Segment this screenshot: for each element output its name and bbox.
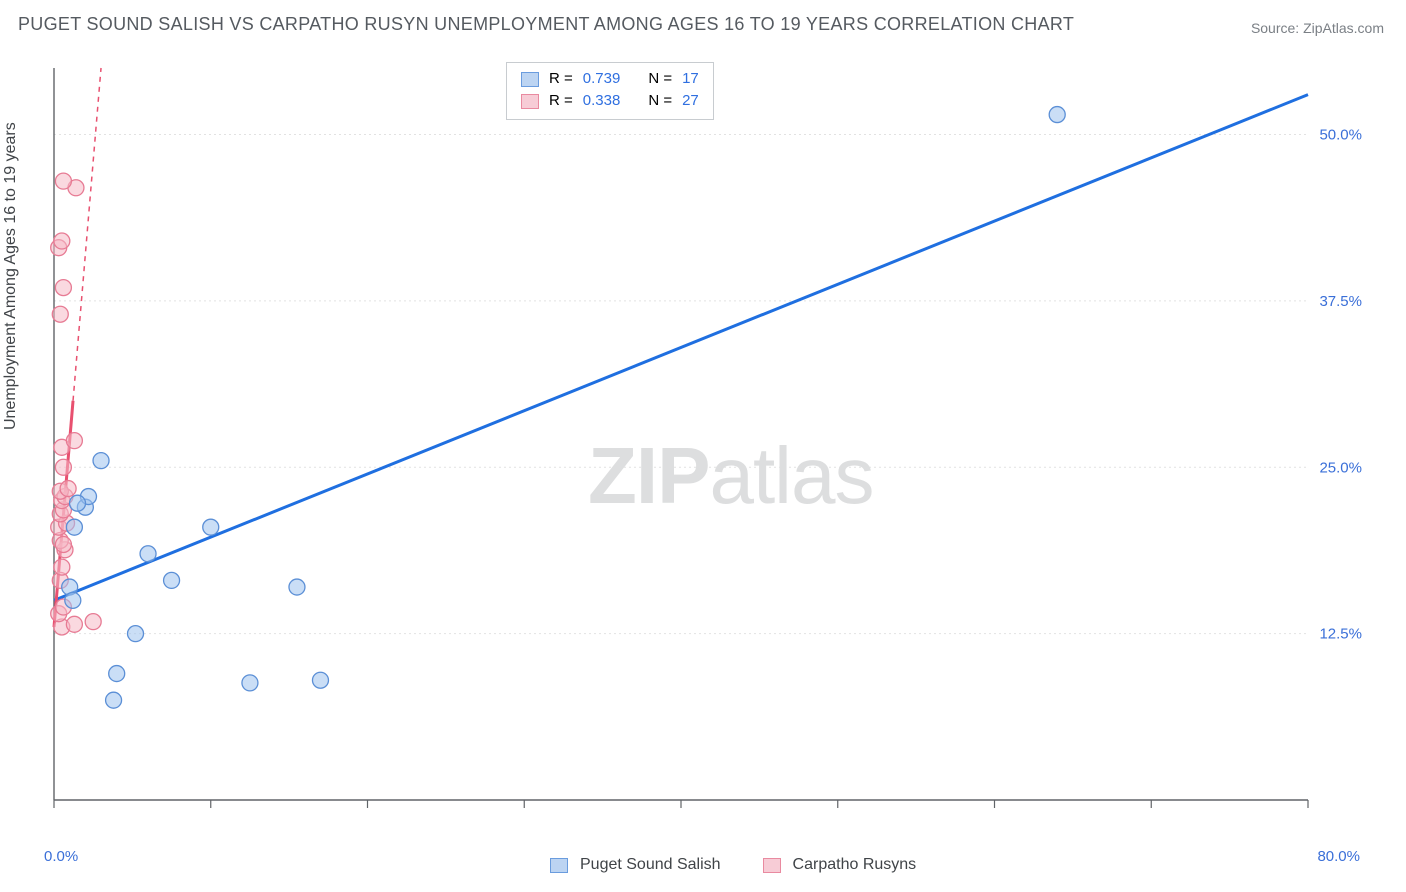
swatch-icon — [521, 94, 539, 109]
n-label: N = — [648, 68, 672, 90]
legend-row: R = 0.338 N = 27 — [521, 90, 699, 112]
svg-text:50.0%: 50.0% — [1319, 127, 1362, 144]
legend-row: R = 0.739 N = 17 — [521, 68, 699, 90]
x-tick-label: 0.0% — [44, 848, 78, 865]
swatch-icon — [763, 858, 781, 873]
svg-text:37.5%: 37.5% — [1319, 293, 1362, 310]
n-value: 17 — [682, 68, 699, 90]
chart-area: 12.5%25.0%37.5%50.0% ZIPatlas R = 0.739 … — [48, 60, 1368, 830]
chart-title: PUGET SOUND SALISH VS CARPATHO RUSYN UNE… — [18, 14, 1074, 35]
r-value: 0.739 — [583, 68, 621, 90]
n-label: N = — [648, 90, 672, 112]
r-label: R = — [549, 90, 573, 112]
svg-text:25.0%: 25.0% — [1319, 459, 1362, 476]
svg-text:12.5%: 12.5% — [1319, 626, 1362, 643]
swatch-icon — [521, 72, 539, 87]
r-value: 0.338 — [583, 90, 621, 112]
series-label: Puget Sound Salish — [580, 856, 721, 874]
source-attribution: Source: ZipAtlas.com — [1251, 20, 1384, 36]
series-label: Carpatho Rusyns — [793, 856, 917, 874]
x-tick-label: 80.0% — [1317, 848, 1360, 865]
series-legend: Puget Sound Salish Carpatho Rusyns — [550, 856, 916, 874]
swatch-icon — [550, 858, 568, 873]
n-value: 27 — [682, 90, 699, 112]
r-label: R = — [549, 68, 573, 90]
scatter-chart-svg: 12.5% 25.0% 37.5% 50.0% — [48, 60, 1368, 830]
correlation-legend: R = 0.739 N = 17 R = 0.338 N = 27 — [506, 62, 714, 120]
y-axis-label: Unemployment Among Ages 16 to 19 years — [2, 122, 20, 430]
